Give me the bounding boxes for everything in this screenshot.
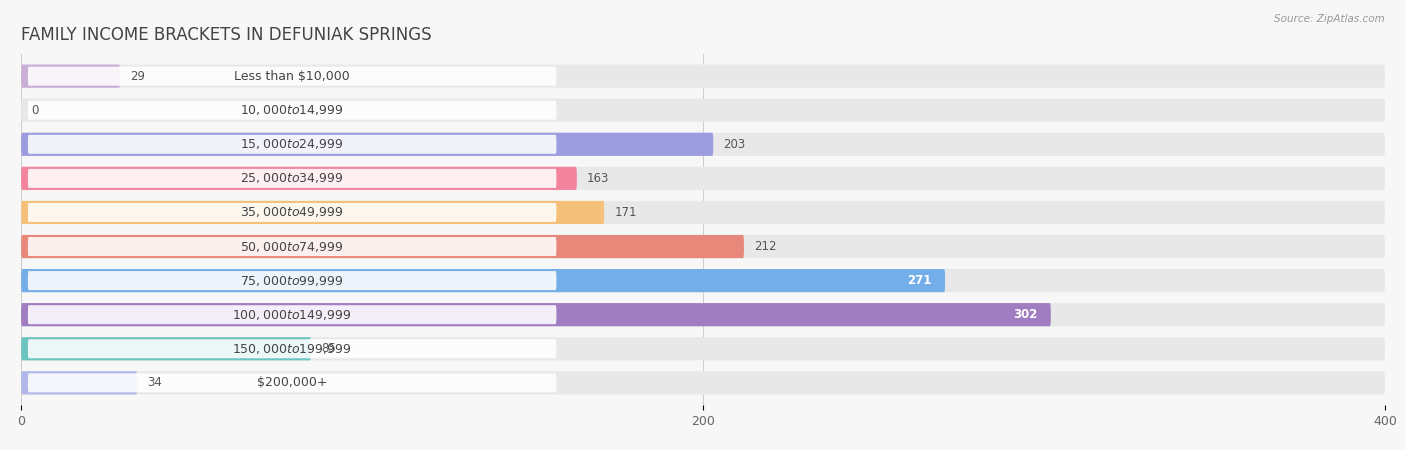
Text: $10,000 to $14,999: $10,000 to $14,999 — [240, 103, 344, 117]
Text: 271: 271 — [907, 274, 931, 287]
FancyBboxPatch shape — [21, 64, 1385, 88]
Text: $15,000 to $24,999: $15,000 to $24,999 — [240, 137, 344, 151]
Text: 212: 212 — [754, 240, 776, 253]
FancyBboxPatch shape — [28, 271, 557, 290]
Text: $100,000 to $149,999: $100,000 to $149,999 — [232, 308, 352, 322]
FancyBboxPatch shape — [21, 201, 605, 224]
Text: Source: ZipAtlas.com: Source: ZipAtlas.com — [1274, 14, 1385, 23]
FancyBboxPatch shape — [28, 339, 557, 358]
FancyBboxPatch shape — [21, 167, 1385, 190]
Text: 34: 34 — [148, 376, 162, 389]
FancyBboxPatch shape — [21, 269, 945, 292]
Text: 171: 171 — [614, 206, 637, 219]
Text: $75,000 to $99,999: $75,000 to $99,999 — [240, 274, 344, 288]
FancyBboxPatch shape — [28, 203, 557, 222]
FancyBboxPatch shape — [21, 337, 1385, 360]
Text: $25,000 to $34,999: $25,000 to $34,999 — [240, 171, 344, 185]
FancyBboxPatch shape — [21, 99, 1385, 122]
FancyBboxPatch shape — [28, 135, 557, 154]
Text: 163: 163 — [588, 172, 609, 185]
FancyBboxPatch shape — [21, 167, 576, 190]
Text: FAMILY INCOME BRACKETS IN DEFUNIAK SPRINGS: FAMILY INCOME BRACKETS IN DEFUNIAK SPRIN… — [21, 26, 432, 44]
FancyBboxPatch shape — [21, 235, 744, 258]
Text: 85: 85 — [321, 342, 336, 355]
Text: $150,000 to $199,999: $150,000 to $199,999 — [232, 342, 352, 356]
FancyBboxPatch shape — [21, 371, 136, 395]
Text: $50,000 to $74,999: $50,000 to $74,999 — [240, 239, 344, 253]
Text: Less than $10,000: Less than $10,000 — [235, 70, 350, 83]
FancyBboxPatch shape — [21, 64, 120, 88]
Text: $200,000+: $200,000+ — [257, 376, 328, 389]
FancyBboxPatch shape — [21, 303, 1050, 326]
Text: $35,000 to $49,999: $35,000 to $49,999 — [240, 206, 344, 220]
FancyBboxPatch shape — [28, 237, 557, 256]
FancyBboxPatch shape — [21, 269, 1385, 292]
FancyBboxPatch shape — [21, 371, 1385, 395]
FancyBboxPatch shape — [21, 133, 713, 156]
FancyBboxPatch shape — [21, 201, 1385, 224]
FancyBboxPatch shape — [28, 374, 557, 392]
FancyBboxPatch shape — [21, 235, 1385, 258]
Text: 0: 0 — [31, 104, 39, 117]
FancyBboxPatch shape — [21, 133, 1385, 156]
Text: 29: 29 — [131, 70, 145, 83]
Text: 203: 203 — [724, 138, 745, 151]
FancyBboxPatch shape — [28, 169, 557, 188]
FancyBboxPatch shape — [28, 101, 557, 120]
FancyBboxPatch shape — [28, 305, 557, 324]
FancyBboxPatch shape — [28, 67, 557, 86]
Text: 302: 302 — [1012, 308, 1038, 321]
FancyBboxPatch shape — [21, 337, 311, 360]
FancyBboxPatch shape — [21, 303, 1385, 326]
